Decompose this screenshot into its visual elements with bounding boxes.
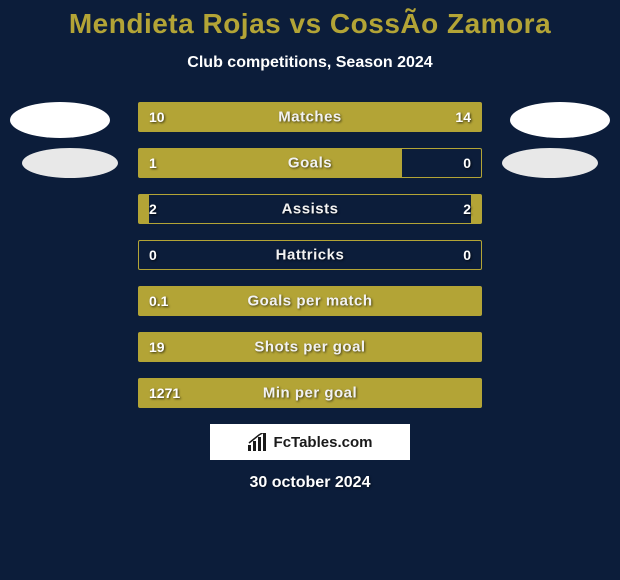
stat-value-right: 14 xyxy=(455,109,471,125)
stat-label: Assists xyxy=(139,201,481,218)
stat-label: Hattricks xyxy=(139,247,481,264)
footer-logo: FcTables.com xyxy=(210,424,410,460)
stat-label: Goals xyxy=(139,155,481,172)
stat-row: 0.1Goals per match xyxy=(138,286,482,316)
stat-row: 0Hattricks0 xyxy=(138,240,482,270)
player-left-avatar-1 xyxy=(10,102,110,138)
subtitle: Club competitions, Season 2024 xyxy=(0,54,620,72)
stat-row: 2Assists2 xyxy=(138,194,482,224)
page-title: Mendieta Rojas vs CossÃo Zamora xyxy=(0,0,620,40)
footer-date: 30 october 2024 xyxy=(0,474,620,492)
stat-row: 1271Min per goal xyxy=(138,378,482,408)
stat-value-right: 0 xyxy=(463,155,471,171)
stat-label: Shots per goal xyxy=(139,339,481,356)
stat-row: 10Matches14 xyxy=(138,102,482,132)
comparison-rows: 10Matches141Goals02Assists20Hattricks00.… xyxy=(138,102,482,408)
stat-row: 19Shots per goal xyxy=(138,332,482,362)
stat-value-right: 2 xyxy=(463,201,471,217)
stat-label: Goals per match xyxy=(139,293,481,310)
stat-label: Min per goal xyxy=(139,385,481,402)
player-right-avatar-2 xyxy=(502,148,598,178)
footer-logo-text: FcTables.com xyxy=(274,434,373,451)
player-left-avatar-2 xyxy=(22,148,118,178)
stat-row: 1Goals0 xyxy=(138,148,482,178)
comparison-content: 10Matches141Goals02Assists20Hattricks00.… xyxy=(0,102,620,408)
stat-value-right: 0 xyxy=(463,247,471,263)
chart-icon xyxy=(248,433,268,451)
stat-label: Matches xyxy=(139,109,481,126)
player-right-avatar-1 xyxy=(510,102,610,138)
